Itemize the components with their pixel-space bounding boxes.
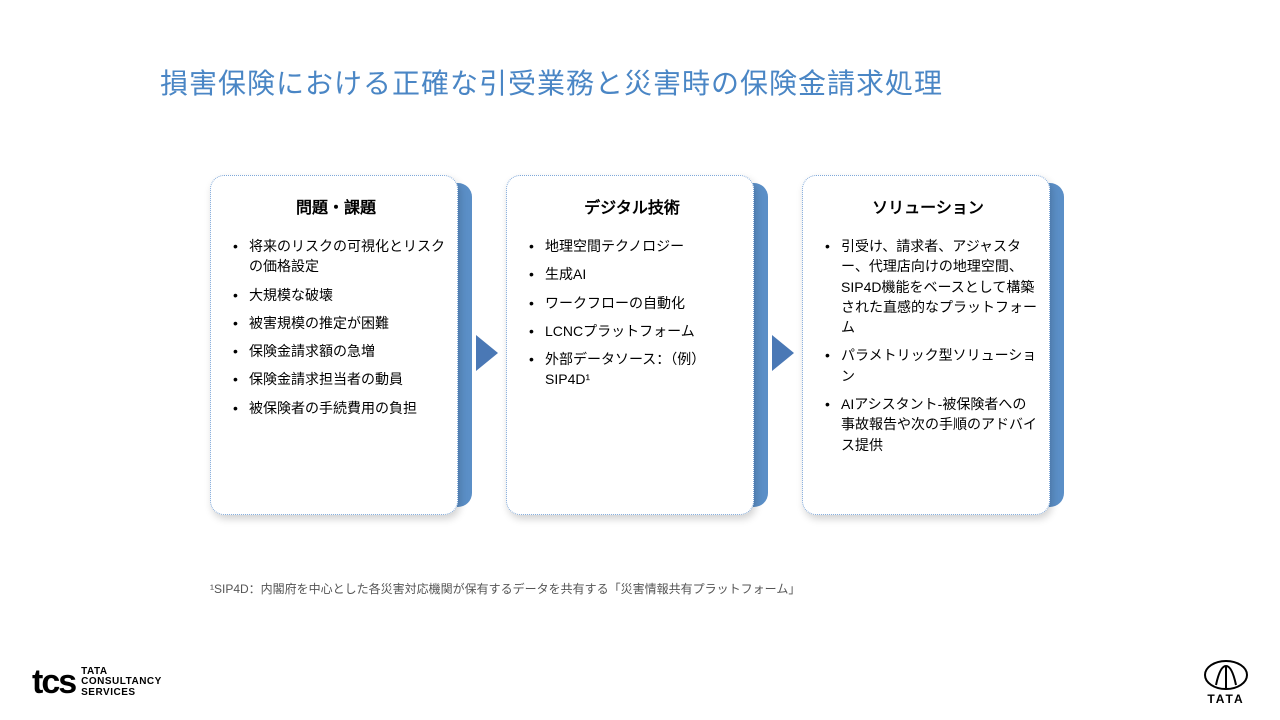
arrow-icon: [772, 335, 794, 371]
card-problems: 問題・課題 将来のリスクの可視化とリスクの価格設定 大規模な破壊 被害規模の推定…: [210, 175, 458, 515]
card-solution: ソリューション 引受け、請求者、アジャスター、代理店向けの地理空間、SIP4D機…: [802, 175, 1050, 515]
list-item: パラメトリック型ソリューション: [823, 345, 1037, 386]
list-item: 生成AI: [527, 264, 741, 284]
tcs-logo: tcs TATA CONSULTANCY SERVICES: [32, 663, 162, 702]
list-item: 外部データソース：（例）SIP4D¹: [527, 349, 741, 390]
tcs-text: TATA CONSULTANCY SERVICES: [81, 667, 162, 699]
list-item: 将来のリスクの可視化とリスクの価格設定: [231, 236, 445, 277]
tata-label: TATA: [1204, 692, 1248, 706]
tcs-line3: SERVICES: [81, 688, 162, 699]
card-heading: デジタル技術: [523, 194, 741, 218]
cards-row: 問題・課題 将来のリスクの可視化とリスクの価格設定 大規模な破壊 被害規模の推定…: [210, 175, 1050, 515]
slide-title: 損害保険における正確な引受業務と災害時の保険金請求処理: [160, 62, 943, 102]
list-item: 被保険者の手続費用の負担: [231, 398, 445, 418]
footnote: ¹SIP4D：内閣府を中心とした各災害対応機関が保有するデータを共有する「災害情…: [210, 580, 800, 597]
card-heading: ソリューション: [819, 194, 1037, 218]
card-solution-wrap: ソリューション 引受け、請求者、アジャスター、代理店向けの地理空間、SIP4D機…: [802, 175, 1050, 515]
card-list: 地理空間テクノロジー 生成AI ワークフローの自動化 LCNCプラットフォーム …: [523, 236, 741, 390]
list-item: 大規模な破壊: [231, 285, 445, 305]
list-item: 引受け、請求者、アジャスター、代理店向けの地理空間、SIP4D機能をベースとして…: [823, 236, 1037, 337]
tata-mark-icon: [1204, 660, 1248, 690]
list-item: 保険金請求担当者の動員: [231, 369, 445, 389]
arrow-icon: [476, 335, 498, 371]
list-item: 被害規模の推定が困難: [231, 313, 445, 333]
card-digital-wrap: デジタル技術 地理空間テクノロジー 生成AI ワークフローの自動化 LCNCプラ…: [506, 175, 754, 515]
card-list: 引受け、請求者、アジャスター、代理店向けの地理空間、SIP4D機能をベースとして…: [819, 236, 1037, 455]
tcs-mark: tcs: [32, 663, 75, 702]
card-problems-wrap: 問題・課題 将来のリスクの可視化とリスクの価格設定 大規模な破壊 被害規模の推定…: [210, 175, 458, 515]
list-item: 保険金請求額の急増: [231, 341, 445, 361]
list-item: AIアシスタント-被保険者への事故報告や次の手順のアドバイス提供: [823, 394, 1037, 455]
list-item: 地理空間テクノロジー: [527, 236, 741, 256]
tata-logo: TATA: [1204, 660, 1248, 706]
card-list: 将来のリスクの可視化とリスクの価格設定 大規模な破壊 被害規模の推定が困難 保険…: [227, 236, 445, 418]
card-heading: 問題・課題: [227, 194, 445, 218]
list-item: ワークフローの自動化: [527, 293, 741, 313]
card-digital: デジタル技術 地理空間テクノロジー 生成AI ワークフローの自動化 LCNCプラ…: [506, 175, 754, 515]
list-item: LCNCプラットフォーム: [527, 321, 741, 341]
